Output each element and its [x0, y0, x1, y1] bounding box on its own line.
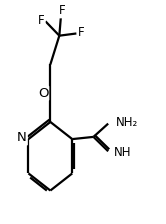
- Text: N: N: [17, 131, 27, 144]
- Text: F: F: [38, 14, 45, 27]
- Text: F: F: [78, 26, 84, 39]
- Text: NH: NH: [113, 146, 131, 159]
- Text: O: O: [38, 87, 48, 100]
- Text: NH₂: NH₂: [116, 116, 138, 129]
- Text: F: F: [58, 4, 65, 17]
